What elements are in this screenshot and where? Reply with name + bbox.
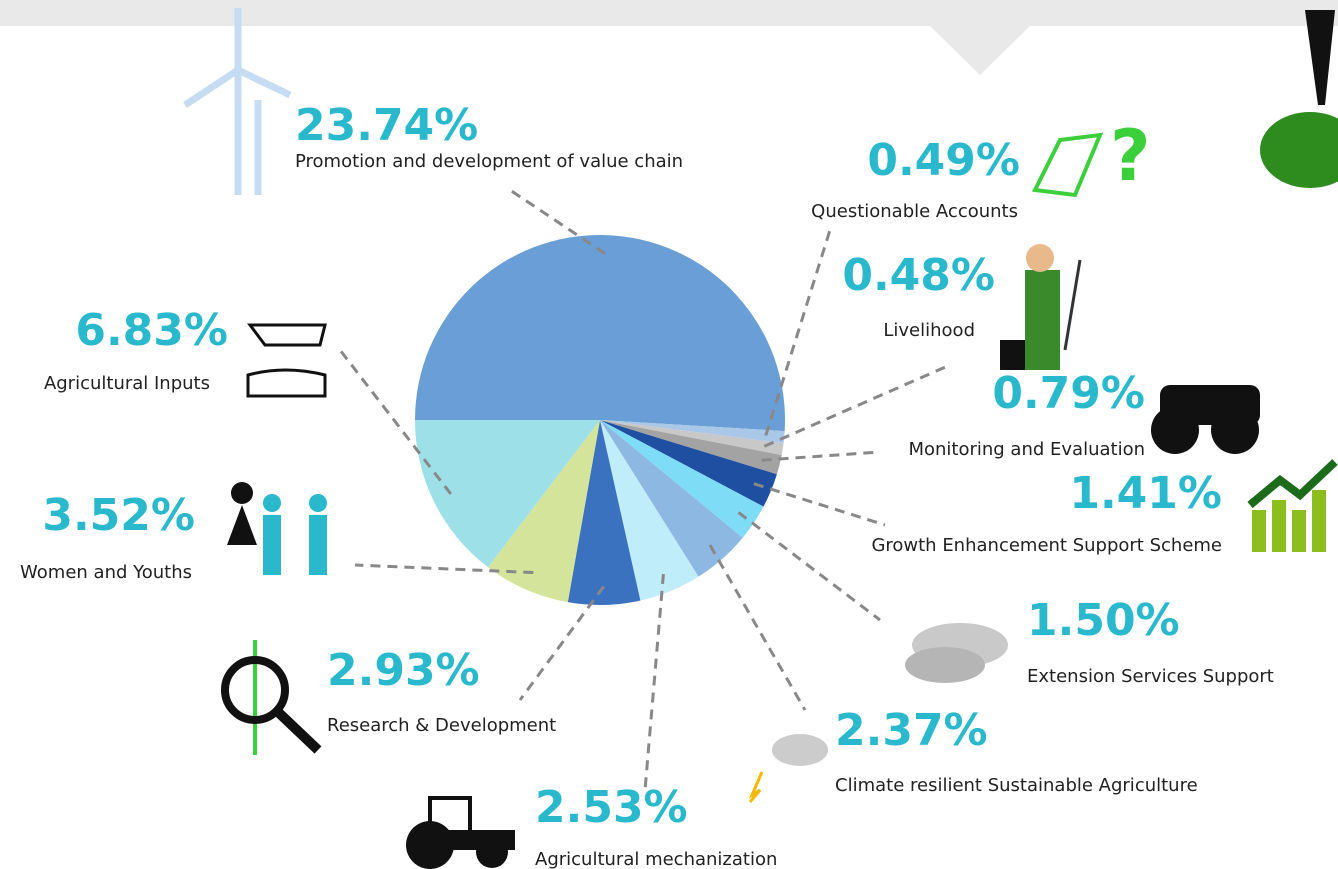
pie-slice <box>567 420 641 605</box>
pie-slice <box>600 420 777 507</box>
svg-text:?: ? <box>1110 115 1151 197</box>
value-label: 0.48% <box>842 250 995 301</box>
value-label: 2.37% <box>835 705 988 756</box>
leader-line <box>338 349 453 495</box>
value-label: 2.93% <box>327 645 480 696</box>
value-label: 1.50% <box>1027 595 1180 646</box>
pie-slice <box>600 420 782 475</box>
category-label: Monitoring and Evaluation <box>908 439 1145 460</box>
leader-line <box>737 511 881 622</box>
category-label: Climate resilient Sustainable Agricultur… <box>835 775 1198 796</box>
category-label: Questionable Accounts <box>811 201 1018 222</box>
category-label: Livelihood <box>883 320 975 341</box>
leader-line <box>518 585 605 701</box>
farmer-icon <box>1000 244 1082 370</box>
pie-slice <box>600 420 743 577</box>
value-label: 3.52% <box>42 490 195 541</box>
header-band <box>0 0 1338 75</box>
category-label: Research & Development <box>327 715 556 736</box>
pie-slice <box>600 420 764 538</box>
category-label: Growth Enhancement Support Scheme <box>871 535 1222 556</box>
leader-line <box>509 188 606 255</box>
binoculars-icon <box>1151 385 1260 454</box>
leader-line <box>354 563 534 575</box>
value-label: 2.53% <box>535 782 688 833</box>
category-label: Extension Services Support <box>1027 666 1274 687</box>
category-label: Agricultural mechanization <box>535 849 777 869</box>
windmill-icon <box>183 8 292 195</box>
seed-hand-icon <box>246 323 327 398</box>
growth-icon <box>1247 459 1338 552</box>
tractor-icon <box>406 796 515 869</box>
pie-slice <box>488 420 600 603</box>
value-label: 0.79% <box>992 368 1145 419</box>
question-icon: ? <box>1031 115 1151 198</box>
livestock-icon <box>905 623 1008 683</box>
value-label: 23.74% <box>295 100 478 151</box>
magnifier-icon <box>221 640 322 755</box>
value-label: 6.83% <box>75 305 228 356</box>
category-label: Agricultural Inputs <box>44 373 210 394</box>
category-label: Women and Youths <box>20 562 192 583</box>
pie <box>415 235 785 605</box>
piggy-icon <box>1260 10 1338 188</box>
people-icon <box>227 482 327 575</box>
value-label: 0.49% <box>867 135 1020 186</box>
leader-line <box>761 450 881 462</box>
leader-line <box>753 482 886 527</box>
pie-slice <box>415 420 600 568</box>
pie-slice <box>600 420 784 456</box>
leader-line <box>708 544 807 711</box>
value-label: 1.41% <box>1069 468 1222 519</box>
pie-slice <box>600 420 785 444</box>
leader-line <box>764 229 832 436</box>
category-label: Promotion and development of value chain <box>295 151 683 172</box>
leader-line <box>643 573 665 791</box>
leader-line <box>763 363 951 448</box>
pie-slice <box>415 235 785 432</box>
pie-slice <box>600 420 699 601</box>
cloud-icon <box>748 734 828 803</box>
